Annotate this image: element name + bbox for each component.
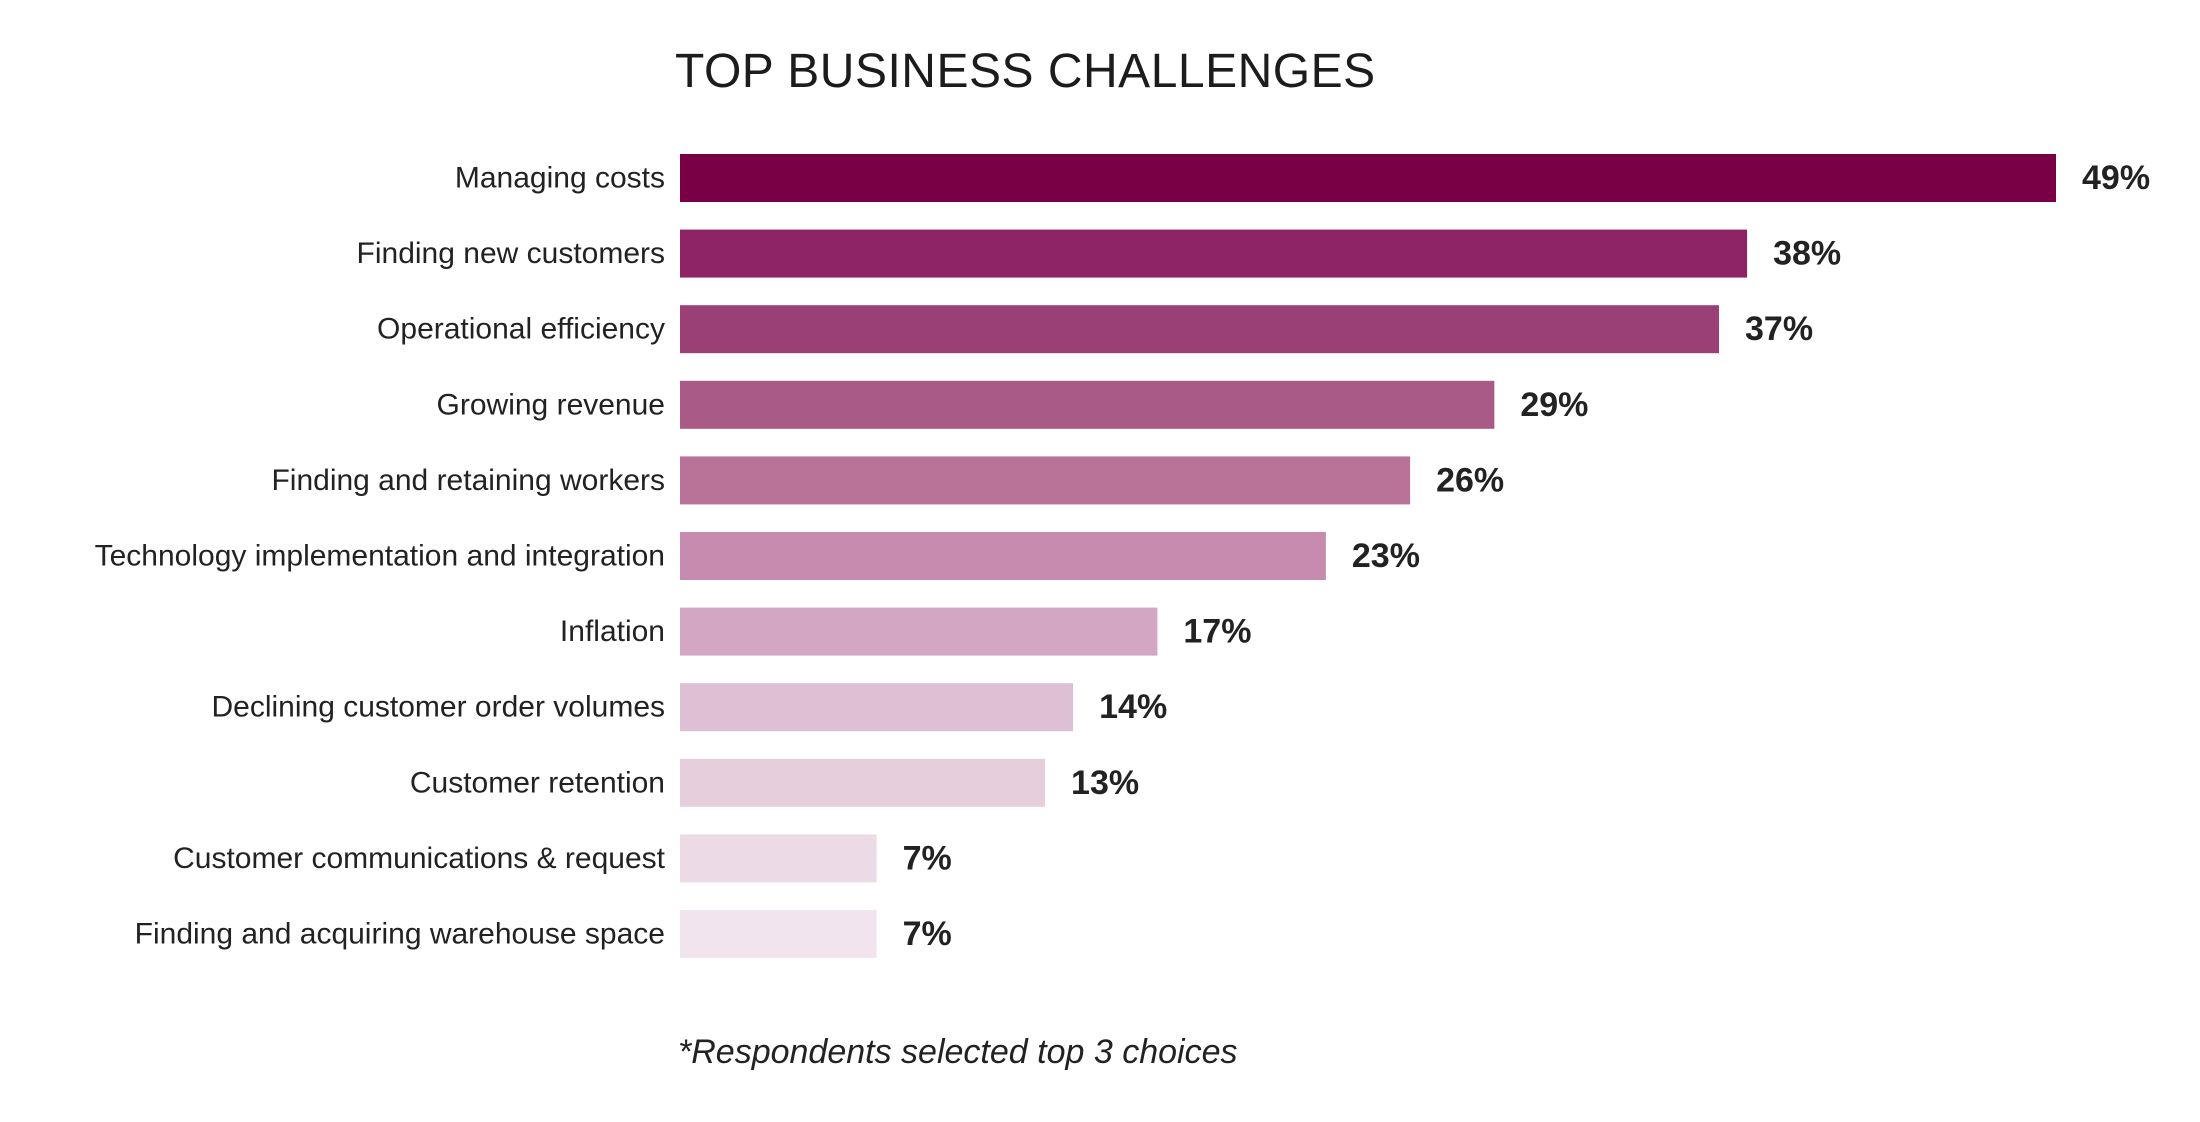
category-label: Finding and acquiring warehouse space [135, 918, 665, 951]
category-label: Technology implementation and integratio… [95, 540, 665, 573]
value-label: 13% [1071, 764, 1139, 802]
value-label: 29% [1520, 386, 1588, 424]
category-label: Growing revenue [437, 388, 665, 421]
value-label: 26% [1436, 461, 1504, 499]
category-label: Operational efficiency [377, 313, 665, 346]
category-label: Customer communications & request [173, 842, 666, 875]
chart-title: TOP BUSINESS CHALLENGES [675, 45, 1376, 98]
bar [680, 758, 1046, 807]
value-label: 7% [903, 839, 952, 877]
bar [680, 910, 877, 958]
value-label: 49% [2082, 159, 2150, 197]
bars-group: Managing costs 49% Finding new customers 38… [95, 154, 2150, 958]
bar [680, 834, 877, 883]
bar [680, 607, 1158, 656]
bar [680, 532, 1326, 580]
category-label: Customer retention [410, 766, 665, 799]
category-label: Finding new customers [357, 237, 665, 270]
chart-note: *Respondents selected top 3 choices [678, 1033, 1237, 1071]
category-label: Declining customer order volumes [211, 691, 665, 724]
category-label: Managing costs [455, 162, 665, 195]
bar [680, 456, 1411, 505]
category-label: Finding and retaining workers [271, 464, 665, 497]
bar [680, 154, 2056, 202]
value-label: 7% [903, 915, 952, 953]
value-label: 17% [1183, 613, 1251, 651]
bar [680, 683, 1074, 732]
bar [680, 305, 1720, 354]
value-label: 23% [1352, 537, 1420, 575]
value-label: 14% [1099, 688, 1167, 726]
value-label: 38% [1773, 235, 1841, 273]
category-label: Inflation [560, 615, 665, 648]
bar [680, 380, 1495, 429]
value-label: 37% [1745, 310, 1813, 348]
bar [680, 229, 1748, 278]
